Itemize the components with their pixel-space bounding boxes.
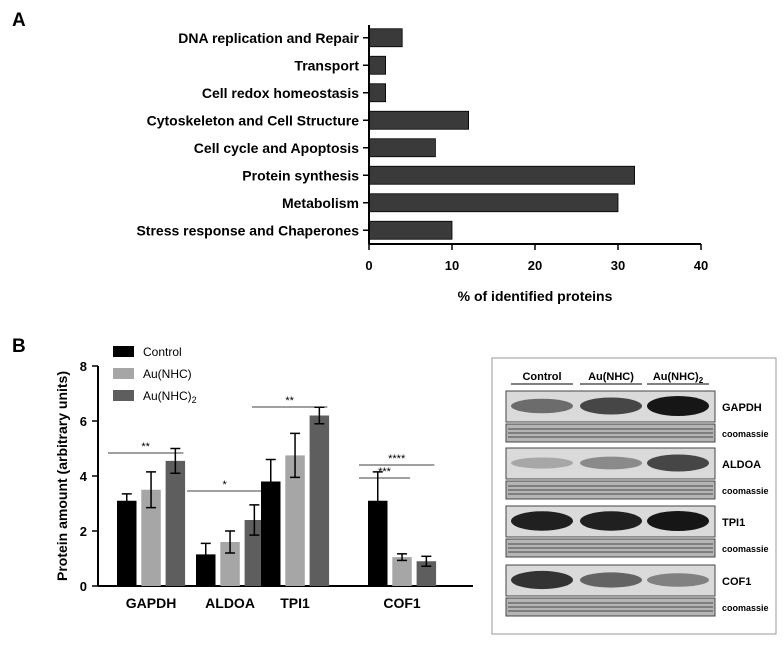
bar (416, 561, 437, 586)
lane-header: Au(NHC) (588, 371, 634, 383)
significance-label: * (223, 479, 228, 491)
significance-label: ** (141, 441, 150, 453)
bar (309, 415, 330, 586)
bar (368, 500, 388, 586)
protein-band (647, 573, 709, 587)
bar (196, 554, 216, 586)
significance-label: **** (388, 453, 406, 465)
bar (368, 165, 636, 185)
y-tick-label: 8 (80, 359, 87, 374)
protein-band (647, 396, 709, 416)
x-axis-title: % of identified proteins (458, 288, 613, 304)
protein-label: GAPDH (722, 402, 762, 414)
x-tick-label: 0 (365, 258, 372, 273)
legend-label-subscript: 2 (192, 395, 197, 405)
protein-band (511, 457, 573, 469)
protein-label: TPI1 (722, 517, 745, 529)
category-label: Cell cycle and Apoptosis (194, 140, 359, 156)
protein-band (580, 397, 642, 415)
legend-swatch (113, 390, 134, 401)
x-tick-label: 30 (611, 258, 625, 273)
bar (117, 500, 137, 586)
x-category-label: GAPDH (126, 595, 177, 611)
horizontal-bar-chart: DNA replication and Repair Transport Cell … (136, 25, 708, 304)
bar (392, 557, 412, 586)
bar (368, 220, 453, 240)
legend-swatch (113, 346, 134, 357)
protein-band (580, 572, 642, 588)
protein-label: COF1 (722, 576, 751, 588)
y-tick-label: 4 (80, 469, 88, 484)
loading-label: coomassie (722, 486, 769, 496)
category-label: Protein synthesis (242, 167, 359, 183)
lane-header-text: Control (522, 371, 561, 383)
y-tick-label: 0 (80, 579, 87, 594)
lane-header: Au(NHC)2 (653, 371, 704, 385)
bar (368, 193, 619, 213)
x-tick-label: 40 (694, 258, 708, 273)
bar (368, 28, 403, 48)
bar (368, 55, 387, 75)
panel-b-letter: B (12, 336, 26, 357)
grouped-bar-chart: 0 2 4 6 8 Protein amount (arbitrary units) GAP… (54, 345, 473, 611)
bar (368, 138, 436, 158)
western-blot: Control Au(NHC) Au(NHC)2GAPDHcoomassieALDO… (491, 357, 777, 635)
bar (244, 520, 265, 586)
bar (368, 83, 387, 103)
protein-band (580, 456, 642, 470)
x-category-label: COF1 (383, 595, 421, 611)
legend-label-base: Au(NHC) (143, 389, 192, 403)
protein-band (580, 511, 642, 531)
protein-label: ALDOA (722, 459, 761, 471)
blot-frame (491, 357, 777, 635)
legend-label: Control (143, 345, 182, 359)
category-label: DNA replication and Repair (178, 30, 359, 46)
bar (261, 481, 281, 586)
loading-label: coomassie (722, 544, 769, 554)
legend-label: Au(NHC) (143, 367, 192, 381)
legend-label: Au(NHC)2 (143, 389, 197, 405)
bar (368, 110, 469, 130)
protein-band (647, 511, 709, 531)
legend-swatch (113, 368, 134, 379)
category-label: Transport (294, 57, 359, 73)
x-tick-label: 10 (445, 258, 459, 273)
x-category-label: ALDOA (205, 595, 255, 611)
bar (165, 460, 186, 586)
loading-label: coomassie (722, 603, 769, 613)
lane-header-text: Au(NHC) (653, 371, 699, 383)
loading-label: coomassie (722, 429, 769, 439)
x-tick-label: 20 (528, 258, 542, 273)
bar (141, 489, 161, 586)
y-tick-label: 2 (80, 524, 87, 539)
significance-label: *** (378, 466, 392, 478)
bar (285, 455, 305, 586)
panel-a-letter: A (12, 10, 26, 31)
protein-band (511, 511, 573, 531)
lane-header-text: Au(NHC) (588, 371, 634, 383)
y-axis-title: Protein amount (arbitrary units) (54, 371, 70, 581)
x-category-label: TPI1 (280, 595, 310, 611)
significance-label: ** (285, 395, 294, 407)
category-label: Cytoskeleton and Cell Structure (147, 112, 360, 128)
category-label: Metabolism (282, 195, 359, 211)
lane-header: Control (522, 371, 561, 383)
protein-band (511, 570, 573, 590)
category-label: Stress response and Chaperones (136, 222, 359, 238)
protein-band (647, 454, 709, 472)
lane-header-subscript: 2 (699, 376, 704, 385)
protein-band (511, 398, 573, 414)
y-tick-label: 6 (80, 414, 87, 429)
category-label: Cell redox homeostasis (202, 85, 359, 101)
